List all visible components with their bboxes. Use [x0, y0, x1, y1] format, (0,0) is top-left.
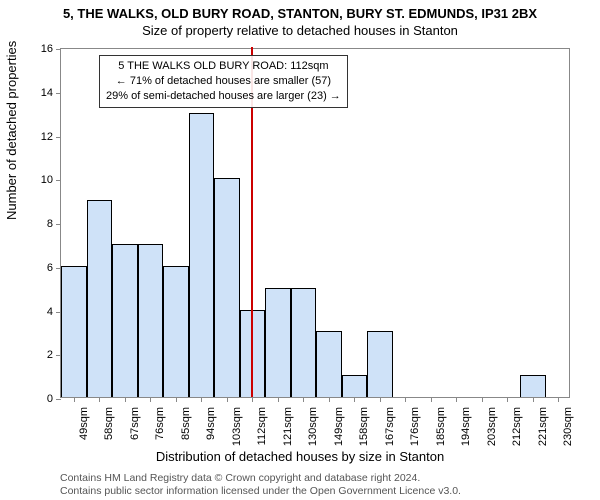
ytick-label: 6 — [23, 262, 53, 274]
bar — [163, 266, 189, 397]
xtick-label: 94sqm — [205, 407, 217, 440]
ytick-line — [56, 93, 61, 94]
caption-line2: Contains public sector information licen… — [60, 485, 461, 498]
xtick-line — [176, 397, 177, 402]
xtick-label: 58sqm — [103, 407, 115, 440]
xtick-line — [278, 397, 279, 402]
bar — [316, 331, 342, 397]
ytick-line — [56, 180, 61, 181]
ytick-line — [56, 49, 61, 50]
annotation-line3: 29% of semi-detached houses are larger (… — [106, 89, 341, 104]
x-axis-label: Distribution of detached houses by size … — [0, 449, 600, 464]
xtick-line — [227, 397, 228, 402]
bar — [87, 200, 113, 397]
xtick-line — [99, 397, 100, 402]
bar — [61, 266, 87, 397]
xtick-label: 76sqm — [154, 407, 166, 440]
xtick-line — [507, 397, 508, 402]
xtick-line — [74, 397, 75, 402]
bar — [189, 113, 215, 397]
xtick-line — [201, 397, 202, 402]
xtick-label: 112sqm — [256, 407, 268, 445]
ytick-label: 2 — [23, 349, 53, 361]
xtick-line — [558, 397, 559, 402]
xtick-label: 103sqm — [231, 407, 243, 446]
bar — [342, 375, 368, 397]
ytick-label: 8 — [23, 218, 53, 230]
xtick-line — [482, 397, 483, 402]
chart-title-line1: 5, THE WALKS, OLD BURY ROAD, STANTON, BU… — [0, 0, 600, 21]
caption: Contains HM Land Registry data © Crown c… — [60, 472, 461, 498]
xtick-label: 149sqm — [333, 407, 345, 446]
xtick-label: 158sqm — [358, 407, 370, 446]
xtick-line — [431, 397, 432, 402]
xtick-line — [456, 397, 457, 402]
bar — [214, 178, 240, 397]
ytick-label: 0 — [23, 393, 53, 405]
xtick-label: 167sqm — [384, 407, 396, 446]
xtick-label: 185sqm — [435, 407, 447, 446]
xtick-line — [329, 397, 330, 402]
xtick-line — [380, 397, 381, 402]
annotation-line1: 5 THE WALKS OLD BURY ROAD: 112sqm — [106, 59, 341, 74]
ytick-label: 12 — [23, 131, 53, 143]
bar — [520, 375, 546, 397]
y-axis-label: Number of detached properties — [4, 41, 19, 220]
xtick-label: 230sqm — [562, 407, 574, 446]
xtick-line — [533, 397, 534, 402]
xtick-label: 85sqm — [180, 407, 192, 440]
annotation-line2: ← 71% of detached houses are smaller (57… — [106, 74, 341, 89]
bar — [138, 244, 164, 397]
ytick-label: 16 — [23, 43, 53, 55]
ytick-label: 14 — [23, 87, 53, 99]
ytick-label: 10 — [23, 174, 53, 186]
xtick-line — [125, 397, 126, 402]
xtick-line — [405, 397, 406, 402]
xtick-line — [354, 397, 355, 402]
bar — [367, 331, 393, 397]
xtick-label: 67sqm — [129, 407, 141, 440]
xtick-label: 130sqm — [307, 407, 319, 446]
xtick-label: 203sqm — [486, 407, 498, 446]
xtick-line — [303, 397, 304, 402]
plot-area: 024681012141649sqm58sqm67sqm76sqm85sqm94… — [60, 48, 570, 398]
xtick-label: 194sqm — [460, 407, 472, 446]
annotation-box: 5 THE WALKS OLD BURY ROAD: 112sqm← 71% o… — [99, 55, 348, 108]
ytick-line — [56, 399, 61, 400]
ytick-line — [56, 137, 61, 138]
bar — [291, 288, 317, 397]
xtick-label: 176sqm — [409, 407, 421, 446]
xtick-label: 49sqm — [78, 407, 90, 440]
xtick-label: 221sqm — [537, 407, 549, 446]
ytick-line — [56, 224, 61, 225]
xtick-label: 121sqm — [282, 407, 294, 446]
xtick-line — [252, 397, 253, 402]
xtick-label: 212sqm — [511, 407, 523, 446]
caption-line1: Contains HM Land Registry data © Crown c… — [60, 472, 461, 485]
bar — [265, 288, 291, 397]
bar — [112, 244, 138, 397]
chart-title-line2: Size of property relative to detached ho… — [0, 21, 600, 38]
ytick-label: 4 — [23, 306, 53, 318]
xtick-line — [150, 397, 151, 402]
